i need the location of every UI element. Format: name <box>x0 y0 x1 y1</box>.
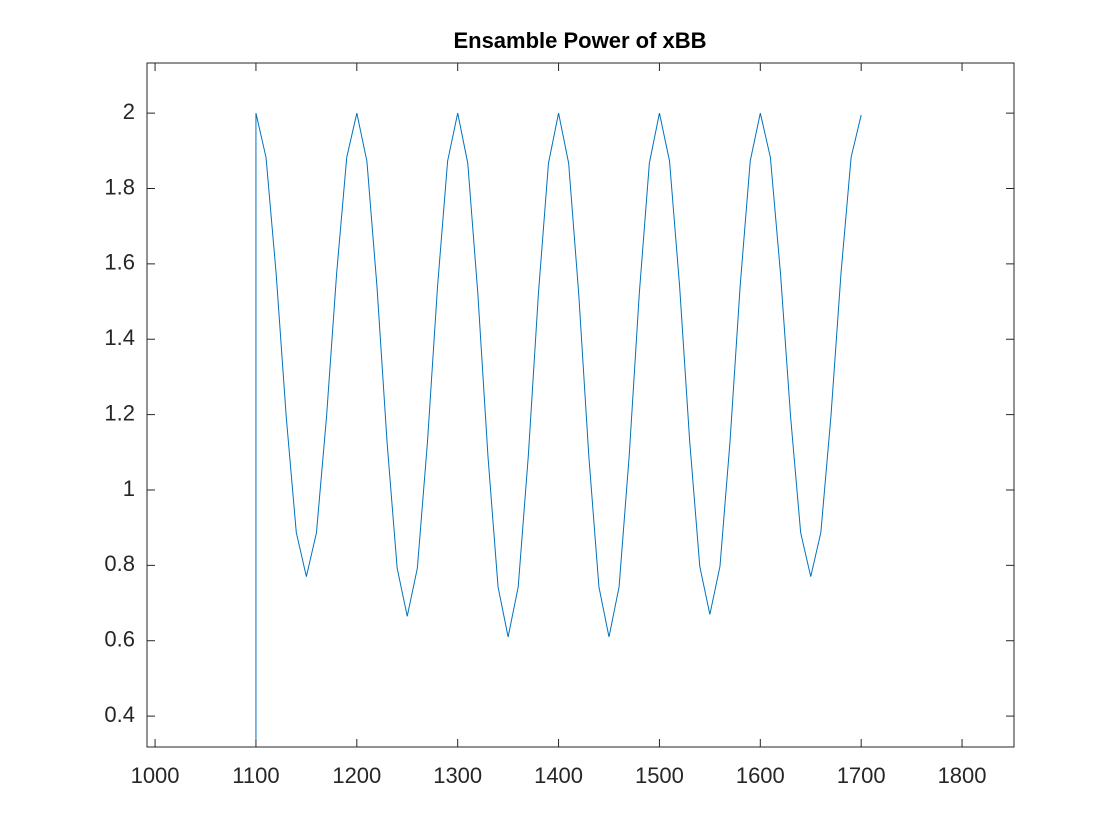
y-tick-label: 1.2 <box>104 400 135 425</box>
x-tick-label: 1500 <box>635 763 684 788</box>
data-line <box>255 113 862 739</box>
y-tick-label: 1.4 <box>104 325 135 350</box>
chart-title: Ensamble Power of xBB <box>453 28 706 53</box>
y-tick-label: 2 <box>123 99 135 124</box>
plot-area <box>146 62 1015 748</box>
x-tick-label: 1400 <box>534 763 583 788</box>
x-tick-label: 1800 <box>938 763 987 788</box>
y-tick-label: 1 <box>123 476 135 501</box>
x-tick-label: 1700 <box>837 763 886 788</box>
y-tick-label: 0.6 <box>104 627 135 652</box>
x-tick-label: 1300 <box>433 763 482 788</box>
y-tick-label: 1.8 <box>104 174 135 199</box>
y-tick-label: 0.4 <box>104 702 135 727</box>
x-tick-label: 1200 <box>332 763 381 788</box>
y-tick-label: 0.8 <box>104 551 135 576</box>
x-tick-label: 1100 <box>232 763 279 788</box>
x-tick-label: 1600 <box>736 763 785 788</box>
y-tick-label: 1.6 <box>104 250 135 275</box>
x-tick-label: 1000 <box>131 763 180 788</box>
